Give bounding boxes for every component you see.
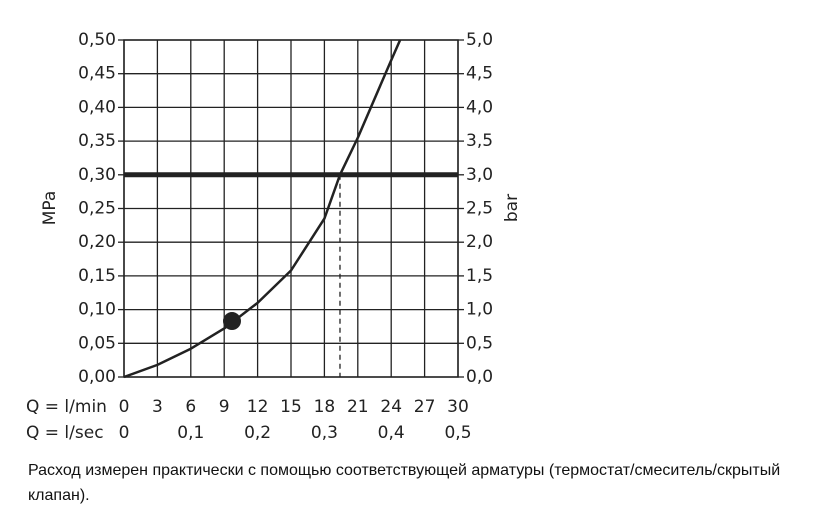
- y2-tick-label: 1,0: [466, 300, 493, 320]
- chart: MPa bar Q = l/min Q = l/sec 0 3 6 9 12 15 18 21…: [26, 30, 522, 443]
- x-row-label: Q = l/min: [26, 397, 107, 417]
- x-tick-label: 12: [247, 397, 269, 417]
- x-tick-label: 9: [219, 397, 230, 417]
- x-tick-label: 6: [185, 397, 196, 417]
- x-tick-label: 27: [414, 397, 436, 417]
- y2-tick-label: 0,5: [466, 333, 493, 353]
- y-tick-label: 0,10: [78, 300, 116, 320]
- x-tick-label: 21: [347, 397, 369, 417]
- y2-axis-label: bar: [502, 194, 522, 222]
- curve: [123, 39, 402, 379]
- caption: Расход измерен практически с помощью соо…: [28, 462, 781, 504]
- x2-row-label: Q = l/sec: [26, 423, 104, 443]
- marker-point: [222, 312, 241, 331]
- x-tick-label: 30: [447, 397, 469, 417]
- x2-tick-label: 0,2: [244, 423, 271, 443]
- x-tick-label: 15: [280, 397, 302, 417]
- x2-tick-label: 0,3: [311, 423, 338, 443]
- y2-tick-label: 3,0: [466, 165, 493, 185]
- y-tick-label: 0,40: [78, 97, 116, 117]
- x2-tick-label: 0,5: [444, 423, 471, 443]
- x2-tick-label: 0,4: [378, 423, 405, 443]
- y2-tick-label: 4,5: [466, 64, 493, 84]
- y2-tick-label: 2,0: [466, 232, 493, 252]
- y-tick-label: 0,05: [78, 333, 116, 353]
- y-tick-label: 0,15: [78, 266, 116, 286]
- y2-tick-label: 0,0: [466, 367, 493, 387]
- y-tick-label: 0,20: [78, 232, 116, 252]
- y2-tick-label: 3,5: [466, 131, 493, 151]
- plot-frame: [123, 39, 459, 378]
- y-tick-label: 0,25: [78, 199, 116, 219]
- y2-tick-label: 2,5: [466, 199, 493, 219]
- x-tick-label: 3: [152, 397, 163, 417]
- y2-tick-label: 4,0: [466, 97, 493, 117]
- x-tick-label: 0: [119, 397, 130, 417]
- y2-tick-label: 1,5: [466, 266, 493, 286]
- y-tick-label: 0,45: [78, 64, 116, 84]
- y-tick-label: 0,30: [78, 165, 116, 185]
- y-tick-label: 0,50: [78, 30, 116, 50]
- y-tick-label: 0,00: [78, 367, 116, 387]
- y-tick-label: 0,35: [78, 131, 116, 151]
- y2-tick-label: 5,0: [466, 30, 493, 50]
- x2-tick-label: 0,1: [177, 423, 204, 443]
- x-tick-label: 18: [314, 397, 336, 417]
- x-tick-label: 24: [380, 397, 402, 417]
- x2-tick-label: 0: [119, 423, 130, 443]
- y-axis-label: MPa: [40, 191, 60, 226]
